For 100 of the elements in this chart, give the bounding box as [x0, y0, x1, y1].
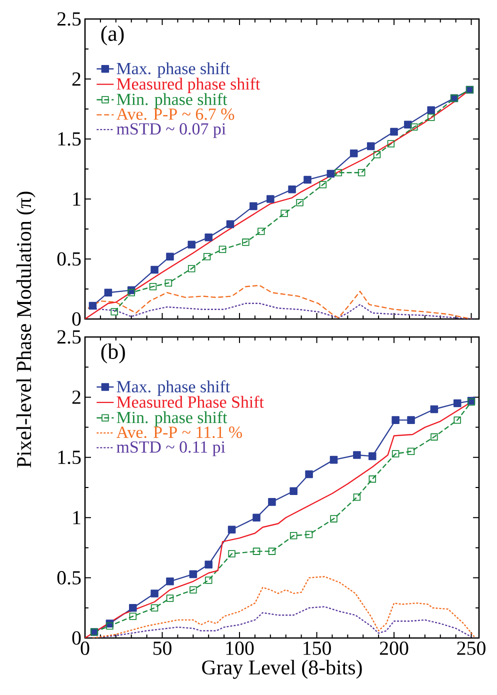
- point: [353, 493, 361, 501]
- point: [204, 234, 212, 242]
- point: [330, 456, 338, 464]
- point: [88, 302, 97, 310]
- y-axis-title: Pixel-level Phase Modulation (π): [16, 192, 36, 468]
- point: [368, 475, 376, 483]
- point: [430, 433, 438, 441]
- point: [266, 195, 274, 203]
- point: [430, 405, 438, 414]
- point: [242, 238, 250, 246]
- legend-label: Max. phase shift: [116, 62, 230, 78]
- point: [427, 106, 435, 114]
- point: [150, 266, 158, 274]
- legend-label: Min. phase shift: [116, 93, 228, 109]
- point: [350, 150, 358, 158]
- y-tick-label: 1: [73, 192, 80, 206]
- point: [226, 220, 234, 228]
- point: [330, 515, 338, 522]
- point: [228, 550, 236, 558]
- x-tick-label: 200: [380, 642, 408, 655]
- point: [150, 590, 158, 598]
- point: [166, 252, 174, 260]
- point: [268, 548, 276, 555]
- y-tick-label: 0: [72, 631, 81, 645]
- point: [296, 198, 304, 206]
- annotation: (b): [101, 344, 125, 364]
- point: [368, 452, 376, 460]
- point: [203, 252, 211, 260]
- point: [305, 530, 313, 538]
- point: [190, 586, 197, 594]
- x-tick-label: 50: [153, 642, 172, 655]
- legend-label: mSTD ~ 0.11 pi: [116, 441, 226, 456]
- point: [373, 150, 381, 158]
- point: [387, 140, 395, 148]
- point: [326, 170, 335, 178]
- point: [392, 416, 400, 424]
- point: [218, 246, 226, 254]
- point: [404, 120, 412, 128]
- point: [304, 176, 312, 184]
- y-tick-label: 1.5: [58, 132, 81, 146]
- point: [427, 114, 435, 122]
- x-tick-label: 100: [226, 642, 254, 655]
- y-tick-label: 2.5: [57, 330, 81, 344]
- legend-label: Ave. P-P ~ 6.7 %: [116, 108, 234, 120]
- point: [252, 548, 260, 555]
- line-series: [87, 302, 475, 319]
- y-tick-label: 2: [72, 390, 80, 404]
- point: [188, 264, 196, 272]
- point: [150, 604, 158, 612]
- annotation: (a): [101, 26, 124, 46]
- y-tick-label: 0.5: [57, 571, 81, 585]
- y-tick-label: 0.5: [57, 252, 81, 266]
- point: [164, 279, 172, 287]
- point: [228, 526, 236, 534]
- point: [166, 594, 174, 602]
- point: [258, 228, 265, 236]
- legend-label: Max. phase shift: [116, 380, 230, 396]
- point: [104, 288, 112, 296]
- point: [392, 450, 400, 458]
- legend-label: Measured phase shift: [116, 78, 260, 94]
- y-tick-label: 2: [72, 72, 80, 86]
- point: [250, 202, 258, 210]
- line-series: [92, 576, 475, 638]
- point: [252, 514, 260, 522]
- point: [149, 282, 157, 290]
- point: [334, 168, 342, 176]
- point: [129, 604, 137, 612]
- point: [453, 399, 462, 408]
- point: [188, 240, 196, 248]
- point: [166, 578, 174, 586]
- y-tick-label: 1: [73, 511, 80, 524]
- point: [128, 288, 135, 296]
- point: [366, 142, 375, 150]
- point: [353, 451, 361, 459]
- line-series: [87, 284, 472, 319]
- y-tick-label: 1.5: [58, 450, 81, 464]
- point: [407, 448, 415, 456]
- point: [319, 180, 327, 188]
- point: [290, 487, 298, 495]
- y-tick-label: 0: [72, 312, 81, 326]
- y-tick-label: 2.5: [57, 12, 81, 26]
- legend-label: Min. phase shift: [116, 411, 228, 427]
- point: [110, 308, 118, 316]
- point: [305, 470, 313, 478]
- point: [268, 498, 276, 506]
- point: [204, 560, 212, 568]
- point: [204, 576, 212, 584]
- legend-label: Ave. P-P ~ 11.1 %: [116, 426, 242, 438]
- point: [280, 210, 288, 218]
- point: [358, 168, 366, 176]
- point: [129, 612, 137, 620]
- point: [407, 416, 415, 424]
- point: [410, 123, 418, 131]
- x-axis-title: Gray Level (8-bits): [202, 660, 362, 679]
- x-tick-label: 150: [304, 642, 331, 655]
- x-tick-label: 250: [457, 642, 486, 655]
- legend-label: Measured Phase Shift: [116, 396, 264, 408]
- point: [454, 416, 462, 424]
- point: [106, 622, 114, 630]
- point: [390, 128, 398, 136]
